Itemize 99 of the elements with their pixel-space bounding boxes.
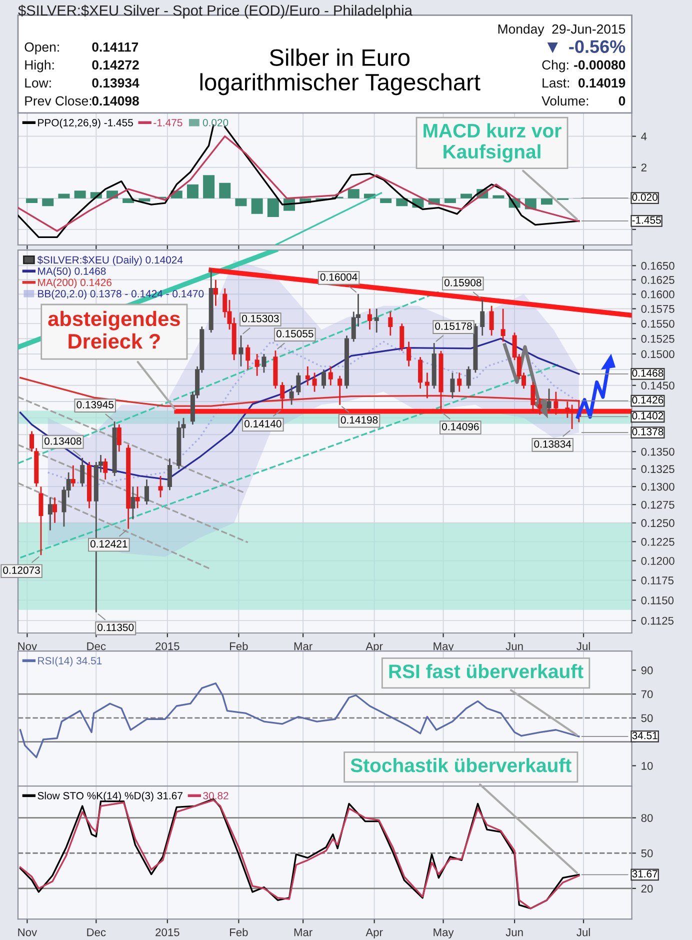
y-tick-label: 2	[641, 164, 646, 172]
annotation: MACD kurz vor Kaufsignal	[424, 123, 562, 162]
y-tick-label: 0.1625	[641, 276, 674, 284]
x-tick-label: Mar	[294, 642, 312, 650]
annotation: -1.455	[632, 216, 661, 224]
y-tick-label: 4	[641, 132, 647, 140]
y-tick-label: 0.1350	[641, 448, 674, 456]
text: 0.13408	[44, 437, 82, 445]
y-tick-label: 0.1250	[641, 519, 674, 528]
x-tick-label: Jul	[576, 928, 590, 936]
x-tick-label: 2015	[156, 642, 180, 650]
x-tick-label: Feb	[230, 928, 248, 936]
annotation: absteigendes Dreieck ?	[48, 310, 180, 349]
x-tick-label: Feb	[230, 642, 248, 650]
text: 0.14096	[442, 422, 479, 430]
legend-label: 30.82	[203, 792, 228, 800]
y-tick-label: 0.1175	[641, 576, 674, 584]
text: 0.13834	[534, 440, 572, 448]
y-tick-label: 0.1275	[641, 500, 674, 509]
text: 0.13945	[76, 400, 114, 408]
y-tick-label: 0.1125	[641, 616, 674, 625]
legend-label: $SILVER:$XEU (Daily) 0.14024	[37, 256, 183, 266]
annotation: 34.51	[632, 732, 658, 740]
text: Low:	[25, 78, 51, 88]
legend-label: MA(50) 0.1468	[38, 267, 106, 277]
text: ▼	[547, 42, 558, 54]
y-tick-label: 50	[641, 849, 653, 858]
annotation: 31.67	[632, 870, 658, 878]
y-tick-label: 90	[641, 666, 653, 674]
text: Prev Close:	[25, 96, 92, 106]
text: $SILVER:$XEU Silver - Spot Price (EOD)/Euro - Philadelphia	[18, 4, 412, 19]
text: 0.15303	[242, 314, 279, 322]
text: 0.15178	[435, 322, 472, 330]
text: 0.15908	[444, 278, 482, 286]
y-tick-label: 50	[641, 714, 653, 722]
text: 0.14198	[340, 416, 378, 424]
x-tick-label: Apr	[366, 642, 383, 652]
y-tick-label: 0.1550	[641, 320, 674, 328]
y-tick-label: 0.1575	[641, 305, 674, 313]
y-tick-label: 0.1150	[641, 596, 674, 604]
y-tick-label: 0.1650	[641, 262, 674, 270]
annotation: 0.1378	[632, 428, 664, 436]
text: 0.11350	[98, 624, 134, 632]
y-tick-label: 0.1450	[641, 382, 674, 390]
y-tick-label: 70	[641, 690, 653, 698]
legend-label: 0.020	[202, 118, 228, 126]
text: 0	[618, 96, 626, 106]
y-tick-label: 80	[641, 814, 653, 822]
x-tick-label: Jun	[506, 928, 523, 936]
text: -0.00080	[574, 60, 626, 70]
x-tick-label: 2015	[156, 928, 180, 936]
text: Chg:	[542, 60, 568, 72]
annotation: Stochastik überverkauft	[350, 758, 572, 772]
text: Volume:	[542, 96, 588, 106]
y-tick-label: 0.1225	[641, 538, 674, 546]
text: 0.14272	[92, 60, 139, 70]
text: High:	[25, 60, 54, 72]
x-tick-label: May	[434, 928, 454, 938]
x-tick-label: Nov	[18, 928, 38, 936]
x-tick-label: Dec	[87, 928, 106, 936]
x-tick-label: Mar	[294, 928, 312, 936]
annotation: RSI fast überverkauft	[389, 664, 584, 678]
x-tick-label: Apr	[366, 928, 383, 938]
legend-label: Slow STO %K(14) %D(3) 31.67	[38, 792, 182, 802]
text: 0.15055	[276, 330, 314, 338]
text: -0.56%	[569, 40, 626, 54]
y-tick-label: 0.1525	[641, 334, 674, 343]
legend-label: PPO(12,26,9) -1.455	[38, 118, 133, 128]
text: Monday 29-Jun-2015	[498, 24, 626, 36]
text: 0.12073	[3, 566, 40, 574]
text: 0.12421	[90, 540, 128, 548]
x-tick-label: May	[434, 642, 454, 652]
text: 0.14098	[92, 96, 139, 106]
x-tick-label: Dec	[87, 642, 106, 650]
y-tick-label: 0.1200	[641, 557, 674, 565]
text: Last:	[542, 78, 569, 88]
text: 0.16004	[320, 273, 358, 281]
x-tick-label: Jun	[506, 642, 523, 650]
annotation: 0.1402	[632, 412, 664, 420]
y-tick-label: 10	[642, 762, 653, 770]
x-tick-label: Jul	[576, 642, 590, 650]
annotation: 0.1468	[632, 369, 664, 377]
y-tick-label: 0.1500	[641, 350, 674, 358]
legend-label: RSI(14) 34.51	[38, 656, 102, 666]
text: 0.14117	[92, 42, 138, 52]
annotation: 0.020	[632, 193, 658, 201]
text: Open:	[24, 42, 59, 54]
text: 0.13934	[92, 78, 140, 88]
y-tick-label: 0.1325	[641, 465, 674, 474]
legend-label: -1.475	[154, 119, 182, 126]
legend-label: MA(200) 0.1426	[38, 278, 112, 288]
annotation: 0.1426	[632, 396, 664, 404]
y-tick-label: 20	[641, 884, 653, 893]
text: 0.14019	[578, 78, 626, 88]
text: Silber in Euro logarithmischer Tageschart	[200, 48, 480, 96]
y-tick-label: 0.1300	[641, 482, 674, 491]
y-tick-label: 0.1600	[641, 290, 674, 298]
text: 0.14140	[244, 420, 282, 428]
x-tick-label: Nov	[18, 642, 38, 650]
